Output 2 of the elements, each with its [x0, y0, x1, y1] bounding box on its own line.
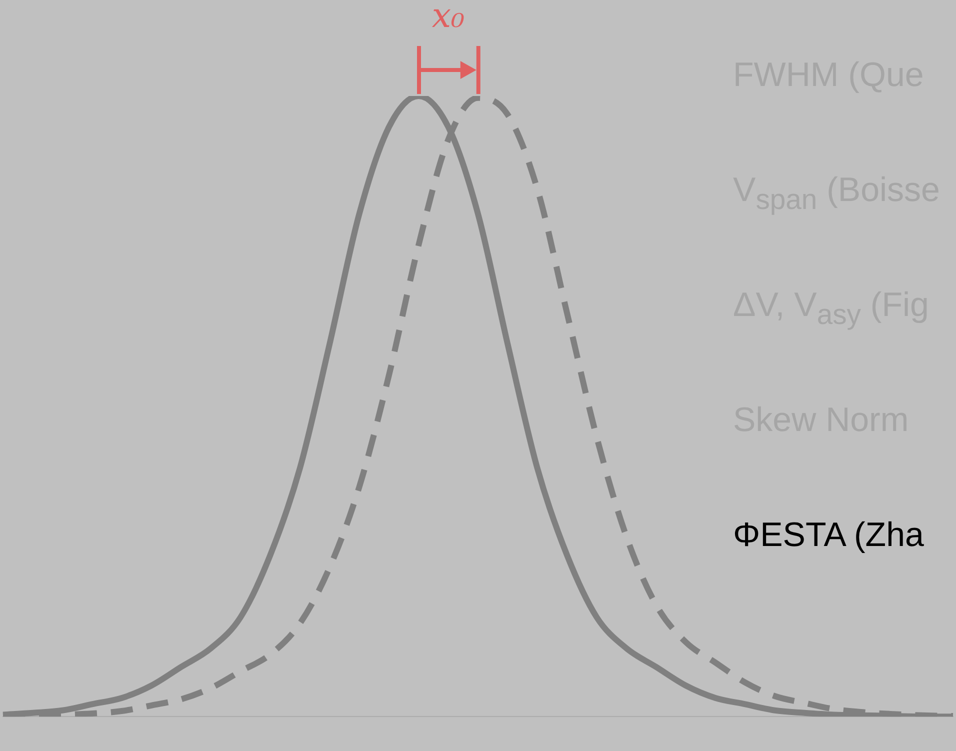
text: x₀ [432, 0, 465, 36]
annotation: ΦESTA (Zha [733, 515, 924, 555]
